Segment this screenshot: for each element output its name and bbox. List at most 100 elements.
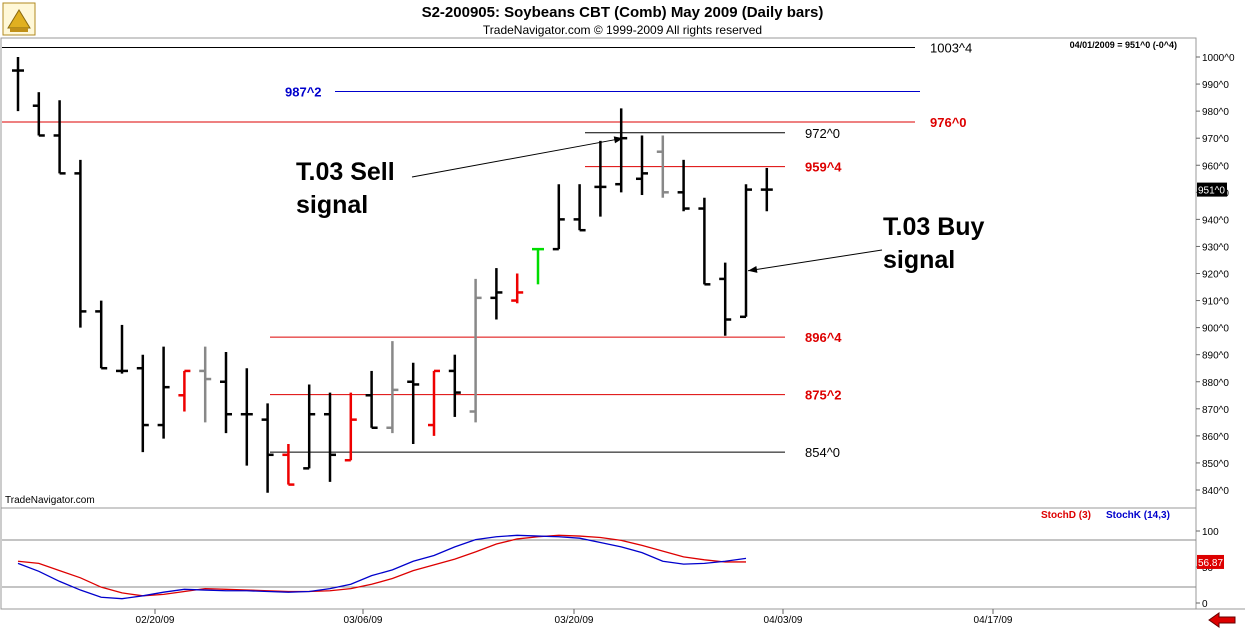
oscillator-panel-frame bbox=[0, 507, 1197, 610]
osc-last-value-box bbox=[1197, 554, 1224, 569]
ohlc-bar bbox=[448, 354, 461, 417]
price-level-label: 976^0 bbox=[930, 115, 967, 130]
ohlc-bar bbox=[677, 159, 690, 212]
ohlc-bar bbox=[303, 384, 316, 470]
stochastic-panel: 050100StochD (3)StochK (14,3)56.87 bbox=[2, 510, 1224, 610]
price-axis: 840^0 850^0 860^0 870^0 880^0 890^0 900^0 910^0… bbox=[1196, 53, 1235, 497]
price-tick-label: 870^0 bbox=[1202, 405, 1229, 416]
price-level-label: 987^2 bbox=[285, 85, 322, 100]
osc-tick-label: 100 bbox=[1202, 527, 1219, 538]
signal-label-line2: signal bbox=[296, 191, 368, 219]
price-tick-label: 960^0 bbox=[1202, 161, 1229, 172]
ohlc-bars bbox=[12, 57, 773, 493]
date-tick-label: 04/17/09 bbox=[974, 615, 1013, 626]
date-tick-label: 03/06/09 bbox=[344, 615, 383, 626]
osc-tick-label: 0 bbox=[1202, 599, 1208, 610]
ohlc-bar bbox=[365, 370, 378, 430]
scroll-right-arrow-icon[interactable] bbox=[1207, 612, 1237, 628]
ohlc-bar bbox=[740, 184, 752, 319]
price-level-label: 1003^4 bbox=[930, 41, 972, 56]
ohlc-bar bbox=[615, 108, 628, 193]
osc-last-value-label: 56.87 bbox=[1198, 558, 1223, 569]
price-tick-label: 970^0 bbox=[1202, 134, 1229, 145]
ohlc-bar bbox=[594, 140, 607, 217]
ohlc-bar bbox=[199, 346, 212, 423]
date-tick-label: 04/03/09 bbox=[764, 615, 803, 626]
legend-stochd: StochD (3) bbox=[1041, 510, 1091, 521]
ohlc-bar bbox=[324, 392, 336, 482]
price-tick-label: 860^0 bbox=[1202, 432, 1229, 443]
price-tick-label: 890^0 bbox=[1202, 351, 1229, 362]
ohlc-bar bbox=[116, 324, 128, 374]
ohlc-bar bbox=[428, 369, 440, 436]
stochd-line bbox=[17, 534, 746, 597]
legend-stochk: StochK (14,3) bbox=[1106, 510, 1170, 521]
ohlc-bar bbox=[719, 262, 732, 336]
ohlc-bar bbox=[53, 100, 66, 175]
price-tick-label: 1000^0 bbox=[1202, 53, 1235, 64]
chart-copyright: TradeNavigator.com © 1999-2009 All right… bbox=[482, 23, 763, 37]
ohlc-bar bbox=[636, 135, 648, 196]
ohlc-bar bbox=[240, 368, 253, 466]
signal-label-line1: T.03 Buy bbox=[883, 213, 985, 241]
price-panel-frame bbox=[0, 37, 1197, 509]
ohlc-bar bbox=[656, 135, 669, 198]
ohlc-bar bbox=[220, 351, 232, 434]
price-level-label: 959^4 bbox=[805, 160, 842, 175]
ohlc-bar bbox=[469, 278, 482, 423]
ohlc-bar bbox=[386, 341, 399, 434]
trade-navigator-logo-icon bbox=[2, 2, 36, 36]
signal-arrow-head bbox=[613, 136, 624, 144]
price-tick-label: 920^0 bbox=[1202, 270, 1229, 281]
signal-label-line1: T.03 Sell bbox=[296, 158, 395, 186]
last-price-label: 951^0 bbox=[1198, 186, 1225, 197]
price-tick-label: 900^0 bbox=[1202, 324, 1229, 335]
price-level-label: 854^0 bbox=[805, 445, 840, 460]
ohlc-bar bbox=[511, 273, 524, 304]
ohlc-bar bbox=[32, 92, 45, 137]
price-levels: 1003^4 987^2 976^0 972^0 959^4 896^4 875^2 854^… bbox=[2, 41, 972, 460]
signal-arrow-head bbox=[748, 265, 758, 273]
ohlc-bar bbox=[12, 57, 24, 112]
ohlc-bar bbox=[282, 443, 295, 486]
ohlc-bar bbox=[573, 184, 586, 232]
price-level-label: 875^2 bbox=[805, 388, 842, 403]
signal-label-line2: signal bbox=[883, 246, 955, 274]
ohlc-bar bbox=[552, 184, 565, 251]
signal-arrow-line bbox=[411, 137, 624, 178]
signal-arrow-line bbox=[747, 249, 883, 272]
price-tick-label: 980^0 bbox=[1202, 107, 1229, 118]
price-tick-label: 910^0 bbox=[1202, 297, 1229, 308]
price-tick-label: 880^0 bbox=[1202, 378, 1229, 389]
ohlc-bar bbox=[760, 167, 773, 212]
price-level-label: 972^0 bbox=[805, 126, 840, 141]
ohlc-bar bbox=[95, 300, 108, 370]
last-price-box bbox=[1197, 182, 1227, 197]
ohlc-bar bbox=[532, 247, 544, 285]
watermark: TradeNavigator.com bbox=[5, 495, 95, 506]
ohlc-bar bbox=[344, 392, 357, 462]
signal-annotations: T.03 Sell signal T.03 Buy signal bbox=[296, 136, 985, 274]
price-tick-label: 840^0 bbox=[1202, 486, 1229, 497]
date-tick-label: 03/20/09 bbox=[555, 615, 594, 626]
price-level-label: 896^4 bbox=[805, 330, 842, 345]
chart-title: S2-200905: Soybeans CBT (Comb) May 2009 … bbox=[421, 4, 824, 21]
chart-info: 04/01/2009 = 951^0 (-0^4) bbox=[1070, 40, 1177, 50]
price-tick-label: 930^0 bbox=[1202, 242, 1229, 253]
price-tick-label: 990^0 bbox=[1202, 80, 1229, 91]
ohlc-bar bbox=[407, 362, 420, 444]
ohlc-bar bbox=[490, 268, 503, 320]
ohlc-bar bbox=[74, 159, 87, 328]
ohlc-bar bbox=[698, 197, 711, 286]
ohlc-bar bbox=[178, 369, 191, 412]
stochk-line bbox=[17, 534, 747, 600]
ohlc-bar bbox=[136, 354, 149, 453]
ohlc-bar bbox=[157, 346, 170, 439]
date-axis: 02/20/09 03/06/09 03/20/09 04/03/09 04/17/09 bbox=[136, 609, 1013, 626]
price-tick-label: 850^0 bbox=[1202, 459, 1229, 470]
ohlc-bar bbox=[261, 403, 274, 493]
price-tick-label: 940^0 bbox=[1202, 215, 1229, 226]
date-tick-label: 02/20/09 bbox=[136, 615, 175, 626]
